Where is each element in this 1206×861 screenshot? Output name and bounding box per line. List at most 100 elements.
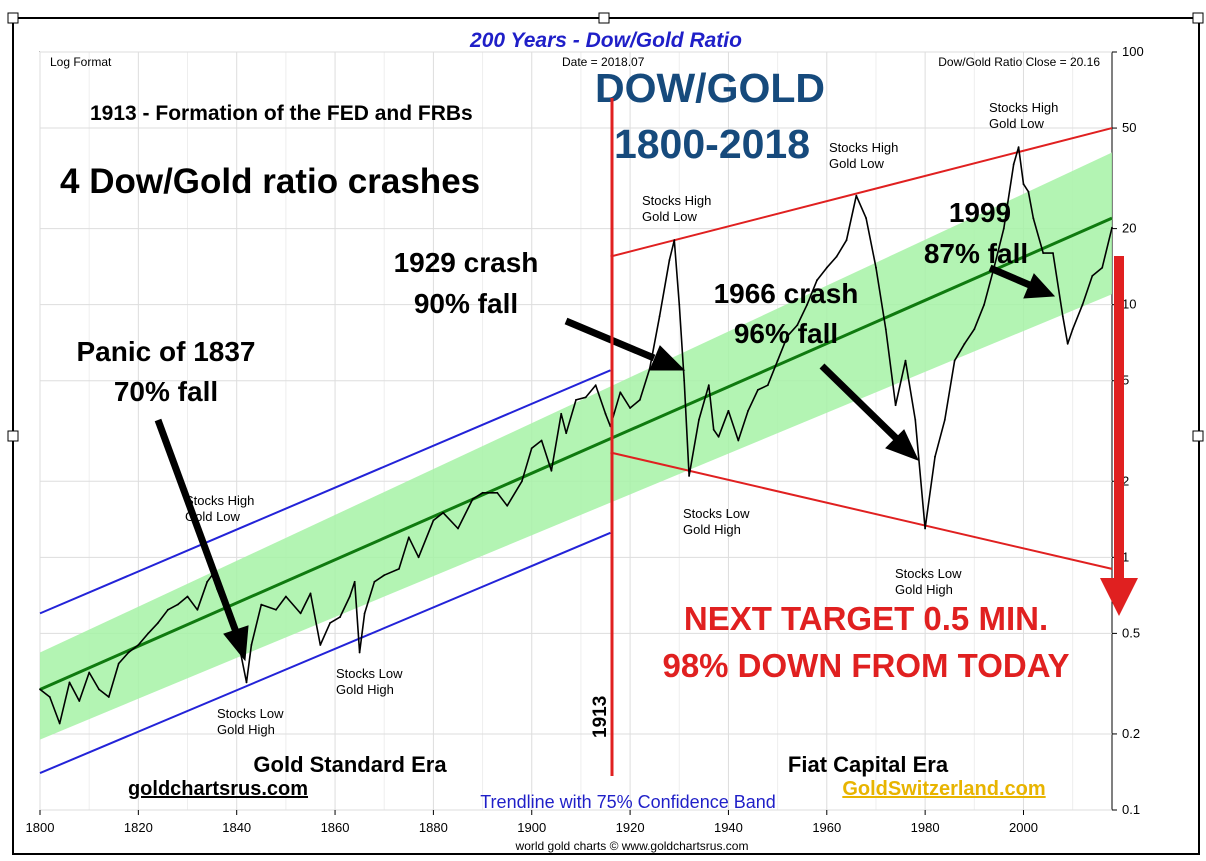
ratio-point-1873 bbox=[398, 568, 400, 570]
ratio-point-1880 bbox=[432, 519, 435, 522]
annotation-1842-line-1: Stocks Low bbox=[217, 706, 284, 721]
ratio-point-1864 bbox=[353, 580, 356, 583]
ratio-point-1986 bbox=[953, 359, 956, 362]
selection-handle-top-right[interactable] bbox=[1192, 12, 1204, 24]
selection-handle-top-center[interactable] bbox=[598, 12, 610, 24]
ratio-point-1857 bbox=[319, 644, 322, 646]
x-tick-label-1860: 1860 bbox=[321, 820, 350, 835]
selection-handle-mid-left[interactable] bbox=[7, 430, 19, 442]
y-tick-label-0.5: 0.5 bbox=[1122, 625, 1140, 640]
arrow-1929 bbox=[564, 317, 656, 362]
ratio-close-label: Dow/Gold Ratio Close = 20.16 bbox=[938, 55, 1100, 69]
ratio-point-1906 bbox=[560, 412, 563, 415]
gold-standard-channel-upper bbox=[39, 369, 611, 615]
ratio-point-1964 bbox=[845, 239, 848, 242]
annotation-1966-line-1: Stocks High bbox=[829, 140, 898, 155]
ratio-point-1990 bbox=[973, 328, 976, 331]
ratio-point-1877 bbox=[417, 556, 420, 559]
ratio-point-1859 bbox=[329, 622, 331, 624]
ratio-point-2008 bbox=[1061, 315, 1064, 318]
annotation-1842-line-2: Gold High bbox=[217, 722, 275, 737]
credit-goldswitzerland[interactable]: GoldSwitzerland.com bbox=[842, 778, 1045, 800]
ratio-point-2002 bbox=[1032, 217, 1035, 220]
y-tick-label-1: 1 bbox=[1122, 549, 1129, 564]
fiat-channel-upper bbox=[610, 127, 1113, 258]
selection-handle-top-left[interactable] bbox=[7, 12, 19, 24]
annotation-1932-line-1: Stocks Low bbox=[683, 506, 750, 521]
ratio-point-1888 bbox=[471, 498, 474, 500]
crash-1837-line-1: Panic of 1837 bbox=[77, 336, 256, 367]
ratio-point-1930 bbox=[678, 303, 681, 306]
y-tick-label-5: 5 bbox=[1122, 373, 1129, 388]
ratio-point-1954 bbox=[796, 324, 799, 326]
ratio-point-2000 bbox=[1022, 183, 1025, 186]
annotation-1865-line-2: Gold High bbox=[336, 682, 394, 697]
ratio-point-1853 bbox=[299, 612, 302, 615]
ratio-point-1956 bbox=[806, 303, 808, 306]
y-tick-label-0.2: 0.2 bbox=[1122, 726, 1140, 741]
confidence-band-layer bbox=[40, 152, 1112, 740]
ratio-point-1982 bbox=[934, 455, 936, 458]
annotation-1929-line-2: Gold Low bbox=[642, 209, 698, 224]
x-tick-label-1820: 1820 bbox=[124, 820, 153, 835]
ratio-point-1938 bbox=[717, 435, 720, 438]
ratio-point-1826 bbox=[167, 608, 169, 611]
ratio-point-1936 bbox=[707, 384, 710, 387]
ratio-point-1958 bbox=[816, 279, 818, 282]
ratio-point-1865 bbox=[358, 651, 361, 654]
ratio-point-1812 bbox=[98, 688, 100, 691]
gold-standard-channel-lower bbox=[39, 531, 611, 774]
crash-1999-line-2: 87% fall bbox=[924, 238, 1028, 269]
arrow-1966-head bbox=[885, 429, 919, 461]
ratio-point-1842 bbox=[245, 681, 248, 684]
ratio-point-1845 bbox=[260, 603, 263, 606]
ratio-point-2014 bbox=[1091, 275, 1094, 277]
ratio-point-1848 bbox=[275, 608, 277, 611]
selection-handle-mid-right[interactable] bbox=[1192, 430, 1204, 442]
ratio-point-1895 bbox=[506, 504, 509, 507]
ratio-point-1946 bbox=[757, 389, 759, 391]
x-tick-label-1940: 1940 bbox=[714, 820, 743, 835]
ratio-point-2004 bbox=[1042, 252, 1045, 255]
crash-1999-line-1: 1999 bbox=[949, 197, 1011, 228]
ratio-point-1920 bbox=[629, 407, 631, 409]
extreme-annotations: Stocks High Gold Low Stocks Low Gold Hig… bbox=[185, 100, 1058, 737]
annotation-1980-line-2: Gold High bbox=[895, 582, 953, 597]
ratio-point-2001 bbox=[1027, 190, 1030, 193]
crashes-note: 4 Dow/Gold ratio crashes bbox=[60, 162, 480, 201]
ratio-point-1999 bbox=[1017, 146, 1020, 149]
credit-goldchartsrus[interactable]: goldchartsrus.com bbox=[128, 778, 308, 800]
ratio-point-1816 bbox=[117, 662, 120, 665]
ratio-point-1806 bbox=[68, 681, 71, 684]
ratio-point-1810 bbox=[88, 671, 91, 674]
crash-1929-line-2: 90% fall bbox=[414, 288, 518, 319]
ratio-point-1832 bbox=[196, 608, 199, 611]
ratio-point-1909 bbox=[575, 399, 577, 401]
x-tick-label-1960: 1960 bbox=[812, 820, 841, 835]
ratio-point-1978 bbox=[914, 419, 917, 421]
x-tick-label-1920: 1920 bbox=[616, 820, 645, 835]
ratio-point-1907 bbox=[565, 432, 568, 435]
arrow-1966 bbox=[819, 363, 901, 443]
ratio-point-1966 bbox=[855, 194, 858, 197]
x-tick-label-2000: 2000 bbox=[1009, 820, 1038, 835]
ratio-point-1926 bbox=[658, 315, 661, 318]
confidence-band bbox=[40, 152, 1112, 740]
x-tick-label-1800: 1800 bbox=[26, 820, 55, 835]
ratio-point-1843 bbox=[250, 644, 253, 646]
ratio-point-1984 bbox=[943, 419, 946, 421]
x-tick-label-1980: 1980 bbox=[911, 820, 940, 835]
fed-1913-label: 1913 bbox=[590, 696, 611, 738]
ratio-point-1814 bbox=[107, 696, 110, 698]
ratio-point-1902 bbox=[540, 439, 543, 442]
crash-arrows bbox=[154, 264, 1056, 662]
ratio-point-1870 bbox=[383, 574, 386, 577]
ratio-point-1988 bbox=[963, 342, 966, 345]
ratio-point-1890 bbox=[481, 491, 484, 494]
arrow-1837-head bbox=[223, 625, 249, 662]
ratio-point-1937 bbox=[712, 428, 715, 431]
ratio-point-1808 bbox=[78, 700, 81, 702]
trendline-label: Trendline with 75% Confidence Band bbox=[480, 792, 776, 812]
arrow-1999 bbox=[988, 264, 1034, 290]
